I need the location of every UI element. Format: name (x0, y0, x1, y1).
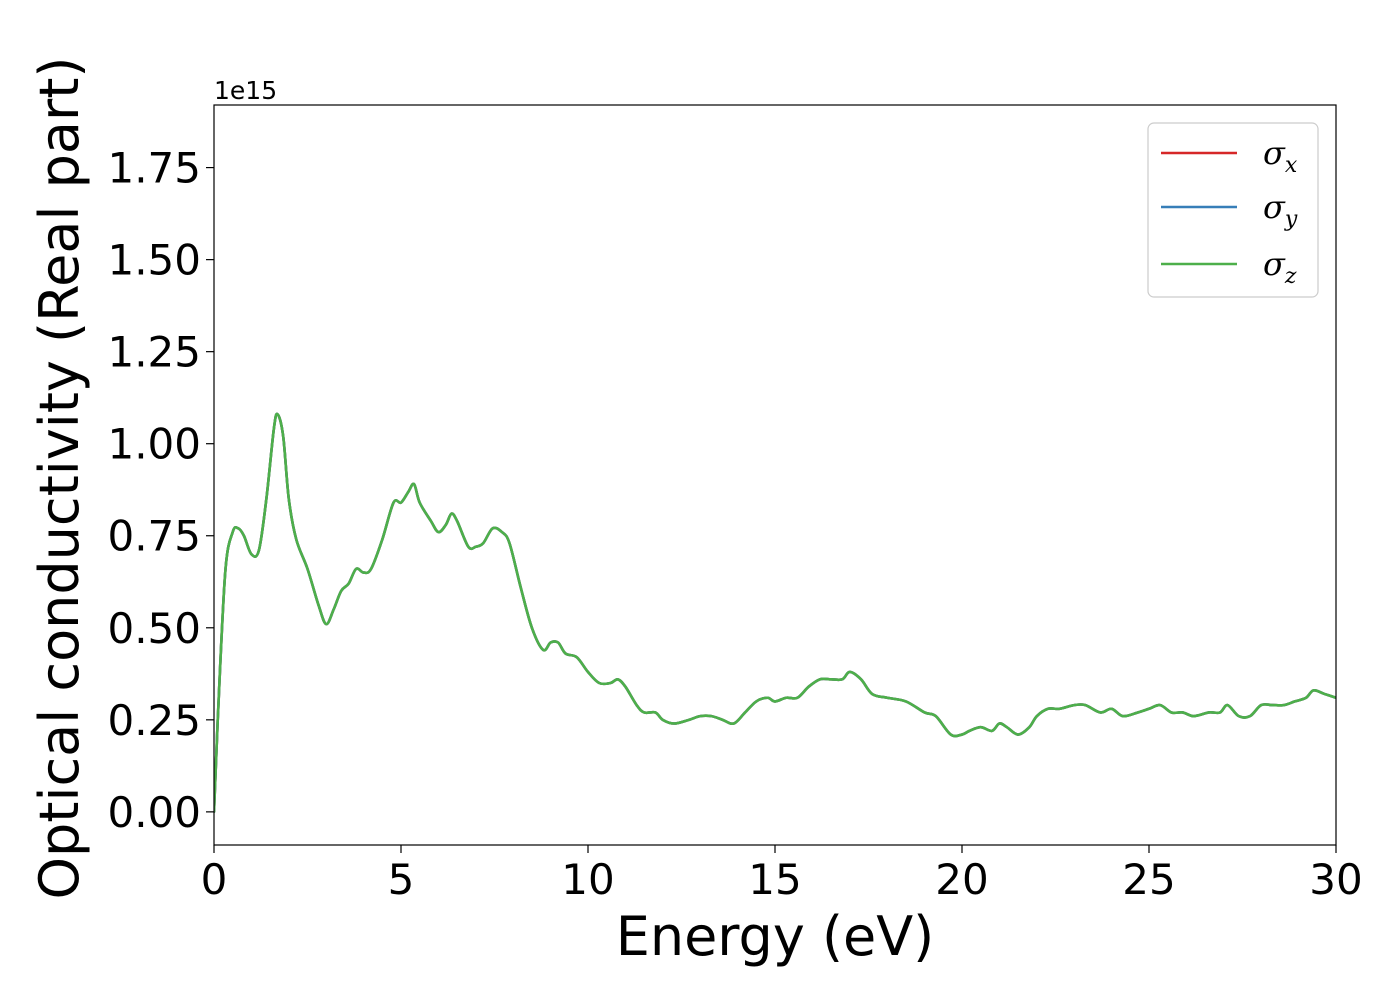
x-axis-title: Energy (eV) (616, 905, 935, 968)
x-tick-label: 25 (1122, 855, 1175, 904)
y-tick-label: 0.00 (107, 788, 201, 837)
x-tick-label: 10 (561, 855, 614, 904)
legend: σx σy σz (1147, 122, 1319, 298)
x-tick-label: 20 (935, 855, 988, 904)
y-axis: 0.00 0.25 0.50 0.75 1.00 1.25 1.50 1.75 (107, 144, 214, 837)
series-layer (214, 412, 1336, 814)
y-tick-label: 0.25 (107, 696, 201, 745)
legend-label-x: σx (1263, 134, 1298, 178)
y-tick-label: 1.25 (107, 328, 201, 377)
y-offset-label: 1e15 (214, 76, 277, 105)
y-tick-label: 1.00 (107, 420, 201, 469)
series-line-z (214, 412, 1336, 814)
legend-box (1147, 122, 1319, 298)
x-tick-label: 0 (201, 855, 228, 904)
legend-label-y: σy (1263, 188, 1298, 232)
x-tick-label: 30 (1309, 855, 1362, 904)
y-axis-title: Optical conductivity (Real part) (28, 57, 91, 900)
legend-label-z: σz (1263, 245, 1297, 289)
x-tick-label: 5 (388, 855, 415, 904)
x-tick-label: 15 (748, 855, 801, 904)
y-tick-label: 1.75 (107, 144, 201, 193)
x-axis: 0 5 10 15 20 25 30 (201, 845, 1363, 904)
y-tick-label: 1.50 (107, 236, 201, 285)
y-tick-label: 0.75 (107, 512, 201, 561)
y-tick-label: 0.50 (107, 604, 201, 653)
